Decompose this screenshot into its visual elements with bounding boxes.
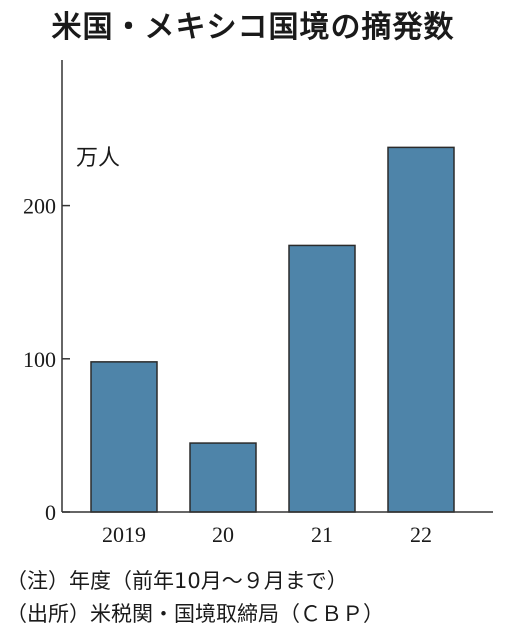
unit-label: 万人 [76,146,121,171]
x-tick-label: 2019 [102,522,146,547]
bars-group [90,146,455,513]
chart-title: 米国・メキシコ国境の摘発数 [51,10,455,45]
y-tick-label: 0 [45,500,56,525]
y-tick-label: 100 [23,347,56,372]
bar-22 [387,146,455,513]
x-tick-label: 22 [410,522,432,547]
chart-source: （出所）米税関・国境取締局（ＣＢＰ） [6,602,384,626]
x-tick-label: 21 [311,522,333,547]
y-tick-label: 200 [23,194,56,219]
x-axis-ticks: 2019 20 21 22 [102,522,432,547]
chart-note: （注）年度（前年10月～９月まで） [6,569,348,593]
y-axis-ticks: 0 100 200 [23,194,70,525]
x-tick-label: 20 [212,522,234,547]
bar-21 [288,244,356,513]
bar-2019 [90,361,158,513]
bar-20 [189,442,257,513]
